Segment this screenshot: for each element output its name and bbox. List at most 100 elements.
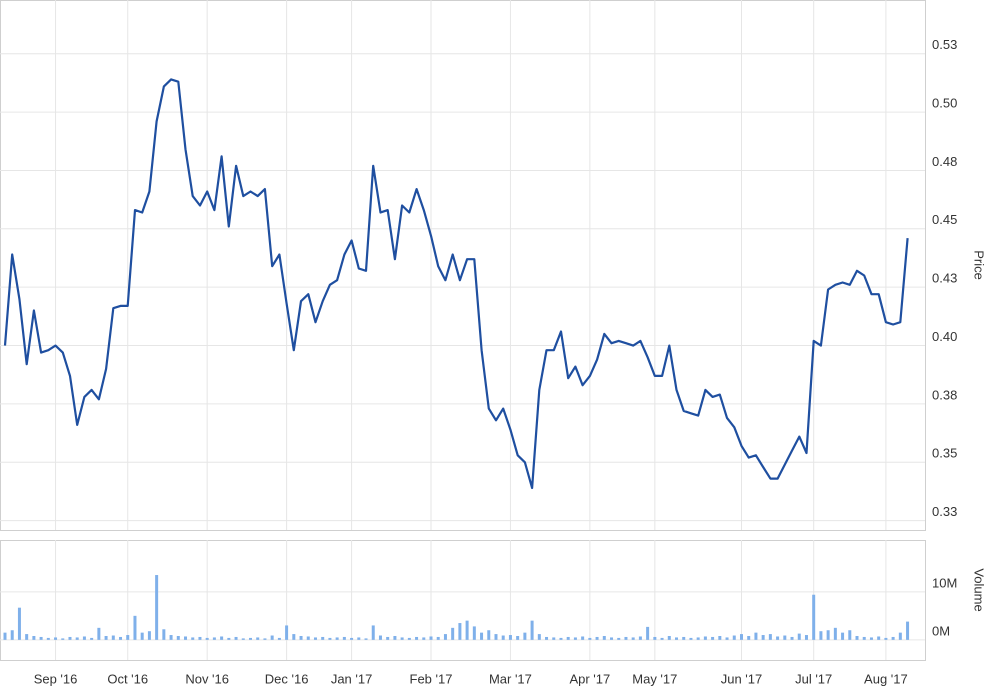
volume-bar (675, 637, 679, 640)
volume-bar (241, 638, 245, 640)
volume-bar (797, 633, 801, 640)
y-tick-label: 0.35 (932, 446, 957, 461)
volume-bar (848, 630, 852, 640)
y-tick-label: 0.53 (932, 37, 957, 52)
volume-bar (480, 632, 484, 640)
volume-bar (559, 637, 563, 640)
volume-bar (227, 637, 231, 640)
y-tick-label: 0.43 (932, 271, 957, 286)
y-tick-label: 0.40 (932, 329, 957, 344)
x-tick-label: Feb '17 (410, 671, 453, 686)
volume-bar (68, 636, 72, 640)
y-tick-label: 0.33 (932, 504, 957, 519)
volume-bar (292, 634, 296, 640)
volume-bar (660, 637, 664, 640)
volume-bar (898, 632, 902, 640)
x-tick-label: May '17 (632, 671, 677, 686)
volume-bar (162, 629, 166, 640)
volume-bar (378, 635, 382, 640)
price-axis-title: Price (972, 250, 987, 280)
volume-bar (371, 625, 375, 640)
volume-bar (393, 636, 397, 640)
y-tick-label: 0.45 (932, 212, 957, 227)
volume-bar (610, 637, 614, 640)
price-line (3, 78, 909, 490)
volume-bar (277, 637, 281, 640)
volume-bar (516, 636, 520, 640)
volume-bar (451, 627, 455, 640)
volume-bar (306, 636, 310, 640)
volume-bar (790, 636, 794, 640)
volume-bar (725, 637, 729, 640)
volume-bar (90, 637, 94, 640)
volume-bar (566, 636, 570, 640)
x-tick-label: Dec '16 (265, 671, 309, 686)
volume-bar (537, 634, 541, 640)
volume-bar (472, 626, 476, 640)
volume-bar (617, 637, 621, 640)
volume-bar (97, 627, 101, 640)
volume-bar (400, 637, 404, 640)
volume-bar (646, 626, 650, 640)
volume-bar (826, 630, 830, 640)
volume-bar (364, 638, 368, 640)
x-tick-label: Jun '17 (721, 671, 763, 686)
volume-bar (819, 631, 823, 640)
volume-bar (75, 637, 79, 640)
volume-bar (155, 575, 159, 640)
volume-bar (429, 636, 433, 640)
x-tick-label: Apr '17 (569, 671, 610, 686)
volume-bar (422, 637, 426, 640)
volume-bar (184, 636, 188, 640)
volume-bar (220, 636, 224, 640)
volume-bar (711, 636, 715, 640)
volume-bar (602, 636, 606, 640)
volume-bar (169, 635, 173, 640)
volume-bar (39, 636, 43, 640)
volume-panel (0, 540, 926, 661)
volume-bar (631, 637, 635, 640)
volume-bar (487, 630, 491, 640)
volume-bar (328, 637, 332, 640)
volume-bar (530, 620, 534, 640)
volume-bar (776, 636, 780, 640)
volume-bar (833, 627, 837, 640)
volume-bar (906, 621, 910, 640)
volume-bar (342, 636, 346, 640)
volume-bar (884, 637, 888, 640)
volume-bar (25, 634, 29, 640)
y-tick-label: 0.38 (932, 387, 957, 402)
volume-bar (841, 632, 845, 640)
volume-bar (119, 636, 123, 640)
volume-bar (140, 632, 144, 640)
y-tick-label: 0.50 (932, 96, 957, 111)
x-tick-label: Sep '16 (34, 671, 78, 686)
volume-bar (321, 636, 325, 640)
volume-bar (256, 637, 260, 640)
x-tick-label: Mar '17 (489, 671, 532, 686)
x-tick-label: Aug '17 (864, 671, 908, 686)
volume-bar (270, 635, 274, 640)
volume-bar (718, 636, 722, 640)
volume-bar (335, 637, 339, 640)
volume-bar (263, 638, 267, 640)
volume-bar (111, 635, 115, 640)
volume-bar (176, 636, 180, 640)
volume-bar (667, 636, 671, 640)
volume-bar (581, 636, 585, 640)
volume-bar (696, 637, 700, 640)
volume-bar (234, 636, 238, 640)
x-tick-label: Jan '17 (331, 671, 373, 686)
volume-bar (465, 620, 469, 640)
price-panel (0, 0, 926, 531)
volume-bar (768, 634, 772, 640)
volume-bar (588, 637, 592, 640)
volume-bar (855, 636, 859, 640)
volume-bar (508, 635, 512, 640)
volume-bar (689, 637, 693, 640)
volume-bar (595, 636, 599, 640)
volume-bar (869, 637, 873, 640)
volume-bar (299, 636, 303, 640)
